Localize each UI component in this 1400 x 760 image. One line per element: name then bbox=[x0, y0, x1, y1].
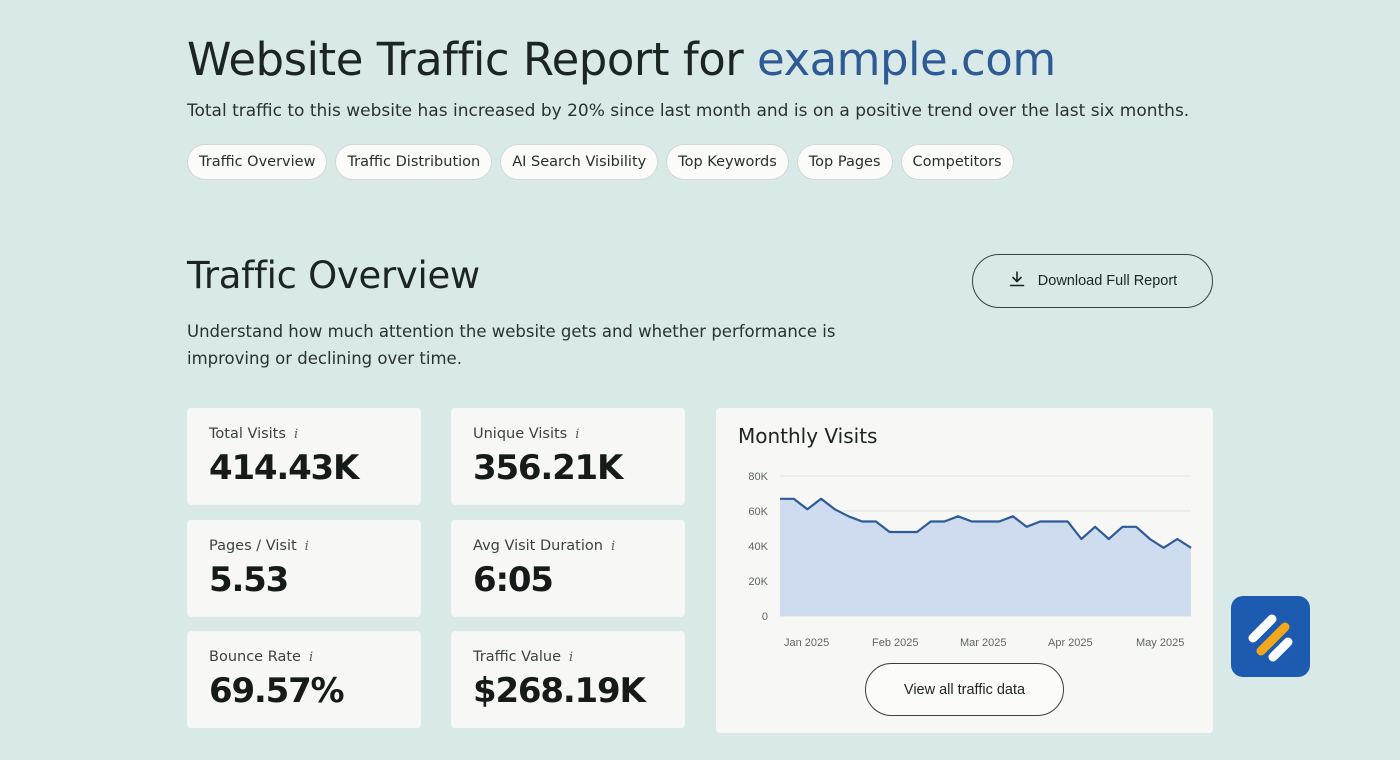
stat-card-unique-visits: Unique Visits i 356.21K bbox=[451, 408, 685, 505]
tab-top-pages[interactable]: Top Pages bbox=[796, 144, 893, 180]
stat-card-pages-per-visit: Pages / Visit i 5.53 bbox=[187, 520, 421, 617]
x-tick-label: Jan 2025 bbox=[784, 637, 829, 649]
stat-label: Unique Visits bbox=[473, 426, 568, 442]
monthly-visits-chart: 80K 60K 40K 20K 0 Jan 2025 Feb 2025 Mar 2025 Apr… bbox=[748, 471, 1192, 649]
stat-value: $268.19K bbox=[473, 671, 646, 711]
title-domain[interactable]: example.com bbox=[757, 33, 1056, 86]
info-icon[interactable]: i bbox=[575, 426, 580, 442]
download-report-button[interactable]: Download Full Report bbox=[972, 254, 1213, 308]
stat-label: Avg Visit Duration bbox=[473, 538, 603, 554]
y-tick-label: 80K bbox=[748, 471, 768, 483]
tab-competitors[interactable]: Competitors bbox=[900, 144, 1014, 180]
info-icon[interactable]: i bbox=[610, 538, 616, 554]
chart-title: Monthly Visits bbox=[738, 424, 878, 448]
download-icon bbox=[1008, 270, 1026, 292]
y-tick-label: 40K bbox=[748, 541, 768, 553]
title-prefix: Website Traffic Report for bbox=[187, 33, 744, 86]
section-title: Traffic Overview bbox=[187, 254, 480, 297]
stat-value: 6:05 bbox=[473, 560, 554, 600]
tab-traffic-overview[interactable]: Traffic Overview bbox=[187, 144, 328, 180]
stat-label: Total Visits bbox=[209, 426, 286, 442]
stat-label: Pages / Visit bbox=[209, 538, 297, 554]
tab-top-keywords[interactable]: Top Keywords bbox=[666, 144, 789, 180]
stat-card-traffic-value: Traffic Value i $268.19K bbox=[451, 631, 685, 728]
x-tick-label: Feb 2025 bbox=[872, 637, 918, 649]
x-tick-label: Mar 2025 bbox=[960, 637, 1006, 649]
section-description: Understand how much attention the websit… bbox=[187, 322, 836, 368]
stat-card-total-visits: Total Visits i 414.43K bbox=[187, 408, 421, 505]
info-icon[interactable]: i bbox=[304, 538, 309, 554]
page-subtitle: Total traffic to this website has increa… bbox=[187, 101, 1190, 121]
x-tick-label: May 2025 bbox=[1136, 637, 1184, 649]
stat-label: Traffic Value bbox=[473, 649, 561, 665]
stat-value: 69.57% bbox=[209, 671, 345, 711]
info-icon[interactable]: i bbox=[569, 649, 574, 665]
tab-ai-search-visibility[interactable]: AI Search Visibility bbox=[500, 144, 659, 180]
info-icon[interactable]: i bbox=[308, 649, 314, 665]
stat-label: Bounce Rate bbox=[209, 649, 301, 665]
chart-area bbox=[780, 498, 1191, 616]
app-logo-badge[interactable] bbox=[1231, 596, 1310, 677]
y-tick-label: 20K bbox=[748, 576, 768, 588]
y-tick-label: 0 bbox=[762, 611, 768, 623]
x-tick-label: Apr 2025 bbox=[1048, 637, 1093, 649]
download-report-label: Download Full Report bbox=[1037, 273, 1178, 289]
chart-line bbox=[780, 497, 1192, 549]
stat-value: 414.43K bbox=[209, 448, 359, 488]
view-all-traffic-button[interactable]: View all traffic data bbox=[865, 663, 1064, 716]
section-tabs: Traffic Overview Traffic Distribution AI… bbox=[187, 144, 1014, 180]
stat-card-bounce-rate: Bounce Rate i 69.57% bbox=[187, 631, 421, 728]
stat-value: 356.21K bbox=[473, 448, 623, 488]
info-icon[interactable]: i bbox=[293, 426, 299, 442]
logo-stripes-icon bbox=[1248, 614, 1293, 662]
stat-card-avg-visit-duration: Avg Visit Duration i 6:05 bbox=[451, 520, 685, 617]
page-title: Website Traffic Report for example.com bbox=[187, 33, 1056, 86]
y-tick-label: 60K bbox=[748, 506, 768, 518]
monthly-visits-card: 80K 60K 40K 20K 0 Jan 2025 Feb 2025 Mar 2025 Apr… bbox=[716, 408, 1213, 733]
stat-value: 5.53 bbox=[209, 560, 289, 600]
tab-traffic-distribution[interactable]: Traffic Distribution bbox=[335, 144, 493, 180]
